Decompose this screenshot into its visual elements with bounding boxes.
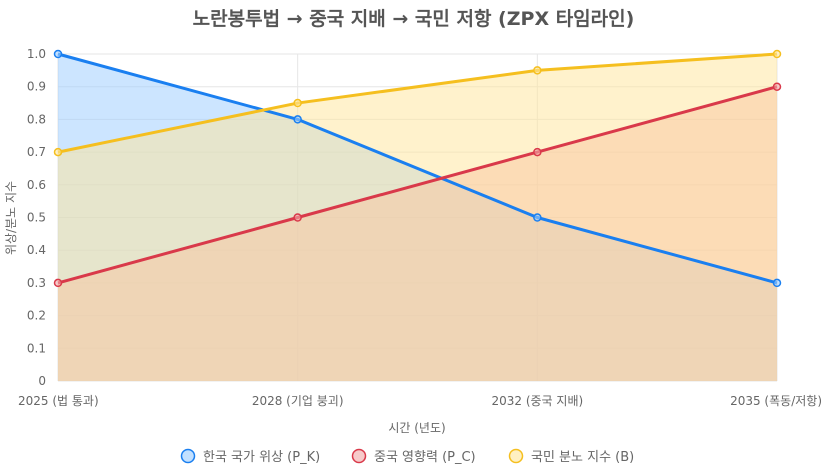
y-tick-label: 0.2 <box>27 309 46 323</box>
data-point[interactable] <box>533 213 542 222</box>
series-lines <box>57 52 778 285</box>
legend: 한국 국가 위상 (P_K) 중국 영향력 (P_C) 국민 분노 지수 (B) <box>180 448 634 465</box>
y-tick-label: 0.6 <box>27 178 46 192</box>
legend-swatch[interactable] <box>508 448 524 464</box>
x-tick-label: 2035 (폭동/저항) <box>730 394 822 408</box>
y-tick-label: 1.0 <box>27 47 46 61</box>
x-tick-label: 2028 (기업 붕괴) <box>252 394 344 408</box>
data-point[interactable] <box>772 49 782 59</box>
y-tick-label: 0.5 <box>27 211 46 225</box>
data-point[interactable] <box>533 147 542 157</box>
y-tick-label: 0.3 <box>27 276 46 290</box>
legend-label[interactable]: 중국 영향력 (P_C) <box>374 450 476 465</box>
data-point[interactable] <box>772 278 782 288</box>
legend-label[interactable]: 국민 분노 지수 (B) <box>531 450 634 465</box>
data-point[interactable] <box>772 82 782 91</box>
x-tick-labels: 2025 (법 통과) 2028 (기업 붕괴) 2032 (중국 지배) 2035 … <box>18 394 822 408</box>
y-tick-label: 0.1 <box>27 341 46 355</box>
legend-label[interactable]: 한국 국가 위상 (P_K) <box>203 450 320 465</box>
y-tick-label: 0 <box>38 374 46 388</box>
data-point[interactable] <box>293 115 302 124</box>
legend-swatch[interactable] <box>180 448 196 464</box>
y-tick-label: 0.4 <box>27 243 46 257</box>
series-line-2 <box>57 52 778 154</box>
x-tick-label: 2025 (법 통과) <box>18 394 99 408</box>
y-tick-labels: 0 0.1 0.2 0.3 0.4 0.5 0.6 0.7 0.8 0.9 1.0 <box>27 47 46 388</box>
data-point[interactable] <box>53 147 63 157</box>
data-point[interactable] <box>293 98 302 108</box>
legend-swatch[interactable] <box>351 448 367 464</box>
data-point[interactable] <box>533 66 542 75</box>
x-axis-label: 시간 (년도) <box>388 421 445 435</box>
data-point[interactable] <box>53 278 63 288</box>
series-line-1 <box>57 85 778 285</box>
x-tick-label: 2032 (중국 지배) <box>491 394 583 408</box>
series-points <box>53 49 782 288</box>
y-tick-label: 0.7 <box>27 145 46 159</box>
data-point[interactable] <box>293 213 302 222</box>
series-line-0 <box>57 52 778 285</box>
y-axis-label: 위상/분노 지수 <box>4 181 18 255</box>
data-point[interactable] <box>53 49 63 59</box>
series-areas <box>58 54 777 381</box>
y-tick-label: 0.9 <box>27 80 46 94</box>
y-tick-label: 0.8 <box>27 112 46 126</box>
chart-title: 노란봉투법 → 중국 지배 → 국민 저항 (ZPX 타임라인) <box>193 8 635 30</box>
